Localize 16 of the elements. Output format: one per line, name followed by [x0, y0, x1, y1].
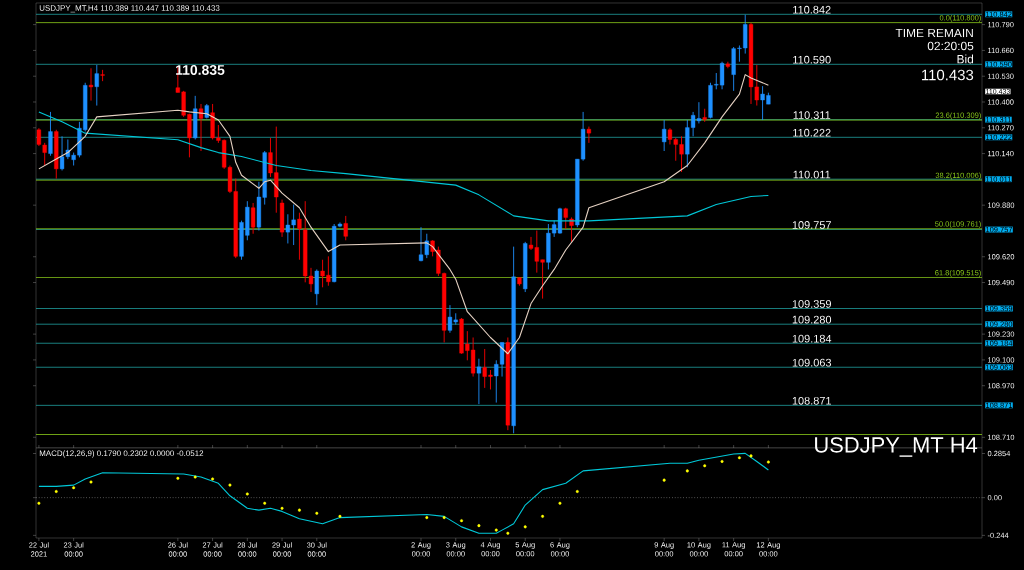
ref-line-label: 109.184 — [792, 334, 832, 343]
annotation: TIME REMAIN — [895, 28, 973, 38]
annotation: Bid — [957, 54, 974, 64]
annotation: 110.433 — [922, 69, 974, 81]
ref-line-label: 109.757 — [792, 221, 831, 229]
ref-line-label: 108.871 — [792, 396, 831, 405]
ref-line-label: 109.359 — [792, 300, 832, 308]
ref-line-label: 110.842 — [793, 5, 831, 14]
annotation: USDJPY_MT H4 — [815, 437, 978, 457]
ref-line-label: 110.222 — [793, 128, 831, 137]
ref-line-label: 110.311 — [793, 111, 831, 119]
annotation: 02:20:05 — [927, 41, 974, 51]
ref-line-label: 110.011 — [793, 170, 831, 179]
ref-line-label: 110.590 — [793, 55, 831, 64]
ref-line-label: 109.280 — [792, 315, 832, 324]
ref-line-label: 109.063 — [792, 358, 832, 367]
